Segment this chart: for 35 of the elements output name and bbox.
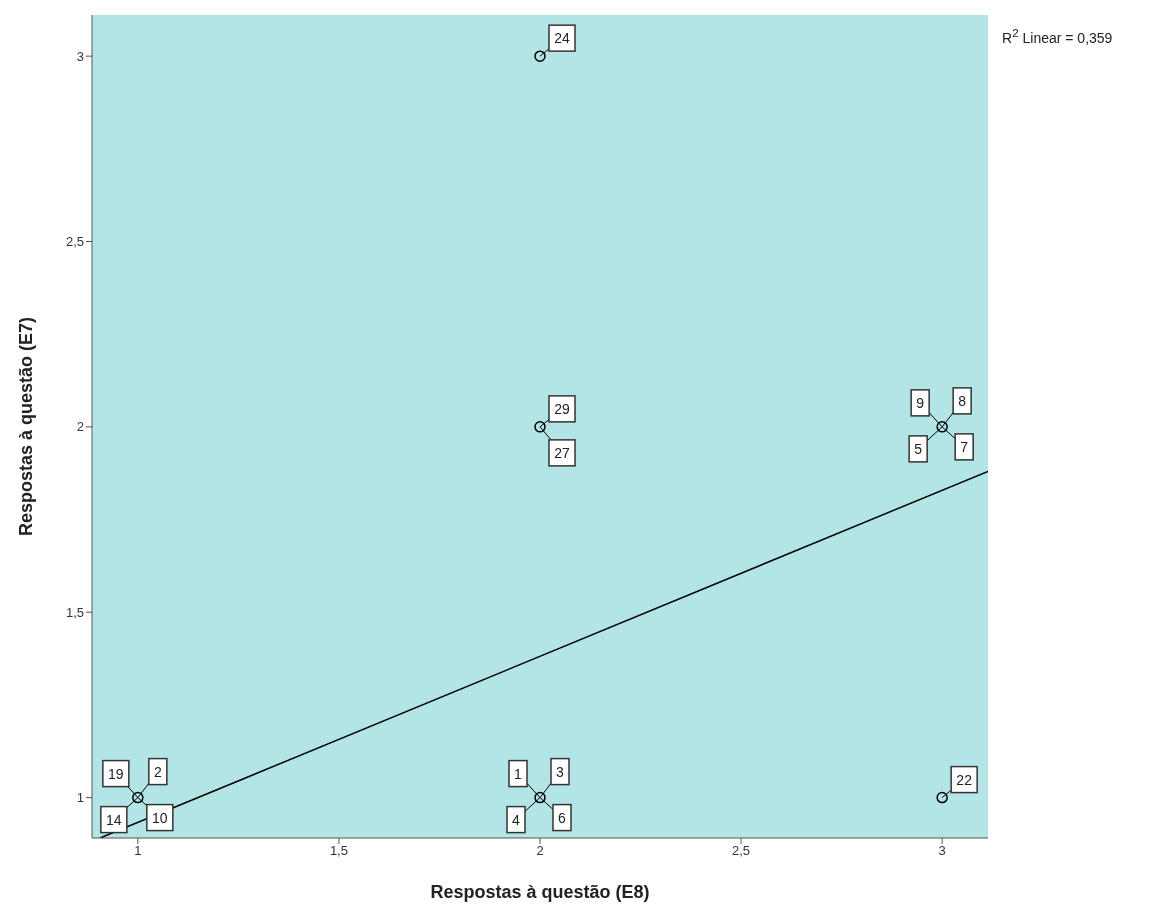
y-tick-label: 3 xyxy=(76,48,84,64)
y-tick-label: 1 xyxy=(76,790,84,806)
annotation: 27 xyxy=(554,444,570,461)
y-tick-label: 1,5 xyxy=(65,604,84,620)
annotation: 6 xyxy=(558,809,567,826)
x-axis-title: Respostas à questão (E8) xyxy=(430,882,650,902)
annotation: 14 xyxy=(106,811,122,828)
x-tick-label: 1,5 xyxy=(329,843,348,859)
annotation: 22 xyxy=(956,771,973,788)
point xyxy=(534,50,546,62)
annotation: 29 xyxy=(554,400,570,417)
annotation: 19 xyxy=(108,765,124,782)
x-tick-label: 2 xyxy=(536,843,544,859)
annotation: 1 xyxy=(514,765,523,782)
annotation: 2 xyxy=(153,763,162,780)
x-tick-label: 2,5 xyxy=(732,843,751,859)
y-tick-label: 2,5 xyxy=(65,234,84,250)
x-tick-label: 3 xyxy=(938,843,946,859)
point xyxy=(534,791,546,804)
y-tick-label: 2 xyxy=(76,419,84,435)
annotation: 3 xyxy=(556,763,565,780)
x-tick-label: 1 xyxy=(134,843,142,859)
y-axis-title: Respostas à questão (E7) xyxy=(16,316,37,537)
point xyxy=(132,791,144,804)
point xyxy=(936,421,948,433)
annotation: 7 xyxy=(960,438,969,455)
annotation: 9 xyxy=(916,394,925,411)
text: R$^{2}$ Linear = 0,359 xyxy=(1002,26,1113,46)
point xyxy=(936,791,948,804)
annotation: 5 xyxy=(914,440,923,457)
annotation: 10 xyxy=(152,809,168,826)
annotation: 4 xyxy=(512,811,521,828)
point xyxy=(534,421,546,433)
annotation: 8 xyxy=(958,392,967,409)
annotation: 24 xyxy=(554,30,570,47)
